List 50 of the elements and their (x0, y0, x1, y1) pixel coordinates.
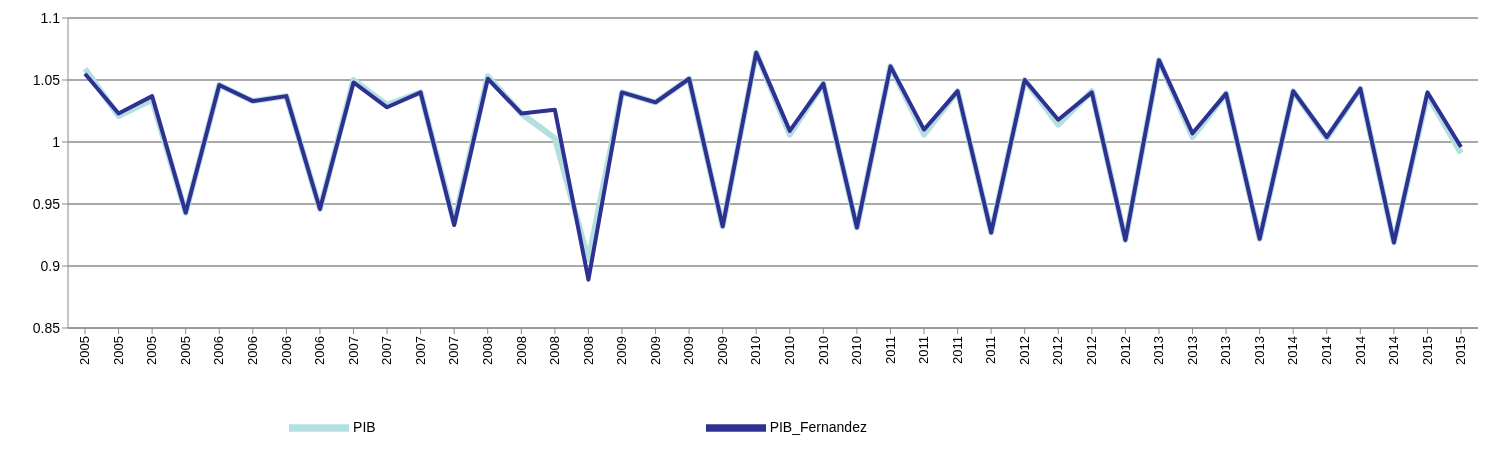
x-tick-label: 2013 (1184, 336, 1200, 365)
y-tick-label: 0.9 (40, 257, 61, 274)
y-tick-label: 0.85 (32, 319, 61, 336)
x-tick-label: 2012 (1050, 336, 1066, 365)
x-tick-label: 2014 (1318, 336, 1334, 365)
x-tick-label: 2005 (144, 336, 160, 365)
x-tick-label: 2007 (379, 336, 395, 365)
y-tick-label: 1.1 (40, 9, 61, 26)
x-tick-label: 2005 (177, 336, 193, 365)
x-tick-label: 2007 (345, 336, 361, 365)
x-tick-label: 2013 (1251, 336, 1267, 365)
y-tick-label: 1.05 (32, 71, 61, 88)
x-tick-label: 2006 (278, 336, 294, 365)
y-tick-label: 0.95 (32, 195, 61, 212)
x-tick-label: 2009 (614, 336, 630, 365)
x-tick-label: 2015 (1453, 336, 1469, 365)
x-tick-label: 2008 (479, 336, 495, 365)
x-tick-label: 2006 (211, 336, 227, 365)
x-tick-label: 2010 (782, 336, 798, 365)
x-tick-label: 2010 (849, 336, 865, 365)
x-tick-label: 2012 (1084, 336, 1100, 365)
x-tick-label: 2009 (714, 336, 730, 365)
x-tick-label: 2009 (681, 336, 697, 365)
x-tick-label: 2014 (1386, 336, 1402, 365)
x-tick-label: 2011 (916, 336, 932, 364)
x-tick-label: 2005 (77, 336, 93, 365)
x-tick-label: 2005 (110, 336, 126, 365)
x-tick-label: 2010 (815, 336, 831, 365)
x-tick-label: 2015 (1419, 336, 1435, 365)
x-tick-label: 2013 (1218, 336, 1234, 365)
x-tick-label: 2007 (412, 336, 428, 365)
legend-label: PIB_Fernandez (769, 418, 867, 435)
x-tick-label: 2013 (1151, 336, 1167, 365)
x-tick-label: 2012 (1117, 336, 1133, 365)
x-tick-label: 2008 (547, 336, 563, 365)
x-tick-label: 2007 (446, 336, 462, 365)
x-tick-label: 2006 (245, 336, 261, 365)
x-tick-label: 2008 (513, 336, 529, 365)
x-tick-label: 2014 (1285, 336, 1301, 365)
x-tick-label: 2008 (580, 336, 596, 365)
legend-label: PIB (353, 418, 376, 435)
x-tick-label: 2011 (949, 336, 965, 364)
x-tick-label: 2011 (983, 336, 999, 364)
x-tick-label: 2010 (748, 336, 764, 365)
x-tick-label: 2014 (1352, 336, 1368, 365)
x-tick-label: 2009 (647, 336, 663, 365)
y-tick-label: 1 (52, 133, 61, 150)
x-tick-label: 2012 (1016, 336, 1032, 365)
x-tick-label: 2006 (312, 336, 328, 365)
x-tick-label: 2011 (882, 336, 898, 364)
